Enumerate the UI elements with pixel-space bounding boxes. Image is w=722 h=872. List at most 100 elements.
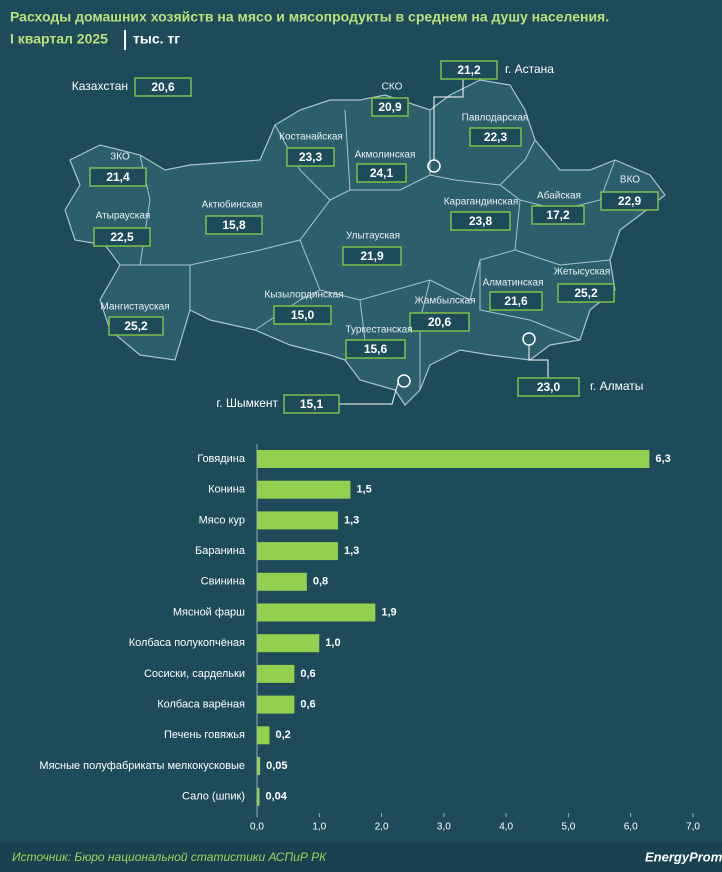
value-label: 15,0 [291,308,315,322]
unit: тыс. тг [133,31,180,47]
bar [257,480,351,499]
value-label: 20,9 [378,100,402,114]
value-label: 1,9 [381,606,396,618]
value-label: 1,3 [344,545,359,557]
value-label: 0,6 [300,699,315,711]
region-label: Актюбинская [202,199,263,211]
value-label: 21,4 [106,170,130,184]
value-box [273,305,332,325]
value-label: 15,8 [222,218,246,232]
value-label: 23,0 [537,380,561,394]
value-label: 17,2 [546,208,570,222]
value-label: 0,2 [275,729,290,741]
category-label: Конина [208,484,246,496]
value-label: 20,6 [151,80,175,94]
category-label: Мясо кур [199,514,245,526]
region-label: Акмолинская [355,150,416,161]
bar [257,695,295,714]
value-label: 25,2 [574,286,598,300]
value-box [440,60,498,80]
value-label: 21,2 [457,63,481,77]
value-label: 1,5 [356,484,371,496]
value-box [557,283,615,303]
bar [257,787,260,806]
region-label: Мангистауская [100,302,169,313]
value-box [600,191,659,211]
x-tick-label: 2,0 [375,822,389,833]
value-label: 21,6 [504,294,528,308]
footer-band [0,843,722,872]
title: Расходы домашних хозяйств на мясо и мясо… [10,9,609,25]
leader-line [433,79,464,160]
category-label: Сосиски, сардельки [144,668,245,680]
x-tick-label: 4,0 [499,822,513,833]
region-label: Атырауская [96,211,151,222]
bar [257,572,307,591]
value-box [89,167,147,187]
bar [257,603,376,622]
value-box [489,291,543,311]
category-label: Свинина [201,576,246,588]
value-box [134,77,192,97]
value-box [517,377,580,397]
value-label: 25,2 [124,319,148,333]
category-label: Говядина [197,453,246,465]
value-label: 1,0 [325,637,340,649]
value-label: 23,3 [299,150,323,164]
value-box [450,211,511,231]
region-label: ЗКО [110,152,130,163]
region-label: ВКО [620,175,640,186]
value-box [469,127,522,147]
category-label: Мясные полуфабрикаты мелкокусковые [39,760,245,772]
value-box [286,147,335,167]
leader-line [528,345,549,378]
value-label: 22,3 [484,130,508,144]
region-label: Костанайская [279,132,343,143]
region-label: СКО [382,82,403,93]
value-label: 23,8 [469,214,493,228]
bar [257,757,261,775]
category-label: Колбаса полукопчёная [129,637,245,649]
bar [257,450,650,468]
category-label: Сало (шпик) [182,791,245,803]
region-label: Карагандинская [444,197,519,208]
value-label: 0,04 [265,791,287,803]
category-label: Мясной фарш [173,606,245,618]
region-label: Павлодарская [462,113,529,124]
region-label: Жамбылская [415,295,476,307]
value-label: 21,9 [360,249,384,263]
city-marker [397,374,411,388]
region-label: Алматинская [483,278,544,289]
value-label: 20,6 [428,315,452,329]
region-label: Казахстан [72,79,128,93]
value-label: 0,05 [266,760,287,772]
x-tick-label: 6,0 [624,822,638,833]
region-label: г. Астана [505,62,554,76]
value-box [108,316,164,336]
category-label: Баранина [195,545,246,557]
value-box [345,339,406,359]
region-label: г. Алматы [590,379,643,393]
value-label: 15,1 [300,397,324,411]
region-label: Жетысуская [554,267,611,278]
region-label: Кызылординская [264,290,343,301]
value-label: 1,3 [344,514,359,526]
value-box [371,97,409,117]
category-label: Печень говяжья [164,729,245,741]
source: Источник: Бюро национальной статистики А… [12,850,327,864]
value-box [409,312,470,332]
logo: EnergyProm [645,849,722,864]
value-label: 22,9 [618,194,642,208]
bar [257,664,295,683]
value-label: 6,3 [655,453,670,465]
value-box [283,394,340,414]
x-tick-label: 7,0 [686,822,700,833]
bar [257,726,270,745]
region-label: Улытауская [346,231,400,242]
bar [257,511,338,530]
leader-line [339,382,399,405]
value-label: 15,6 [364,342,388,356]
city-marker [522,332,536,346]
region-label: Абайская [537,190,581,202]
x-tick-label: 3,0 [437,822,451,833]
